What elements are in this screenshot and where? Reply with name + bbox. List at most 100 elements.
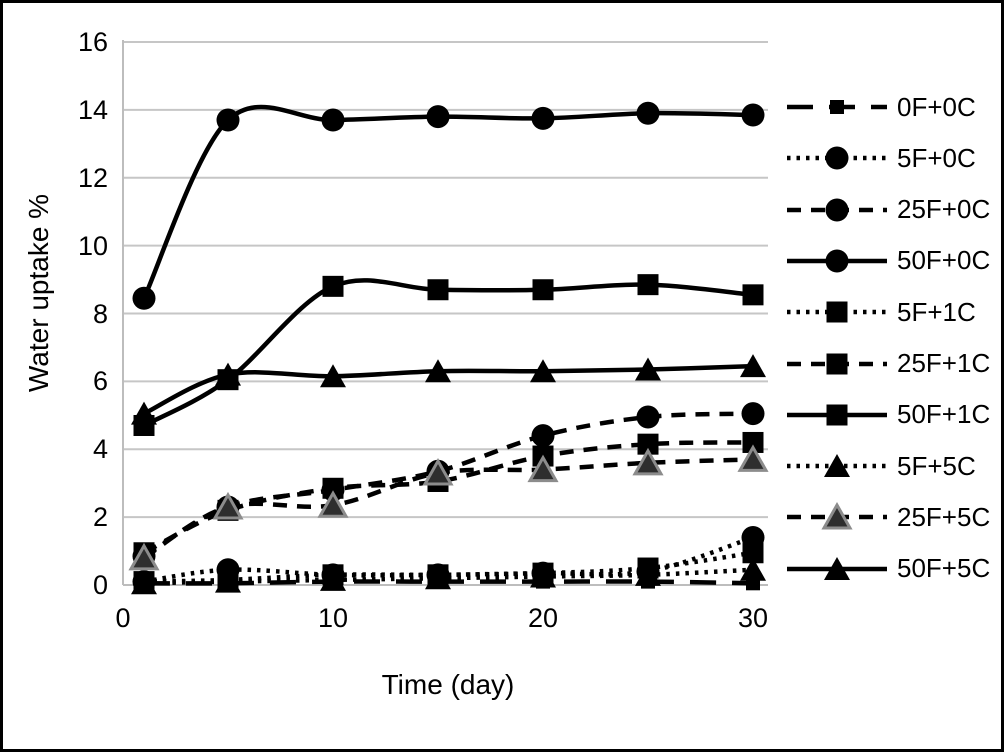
legend-key-solid-triangle [787, 556, 887, 580]
marker-circle [741, 402, 765, 426]
marker-square [826, 301, 848, 323]
marker-triangle [824, 454, 850, 478]
marker-circle [426, 105, 450, 129]
x-tick-label: 20 [527, 603, 559, 633]
y-tick-label: 6 [92, 366, 108, 397]
marker-triangle-gray [737, 444, 769, 472]
marker-square [742, 542, 764, 564]
x-axis-title: Time (day) [381, 669, 515, 700]
marker-circle [531, 424, 555, 448]
x-tick-label: 10 [317, 603, 349, 633]
series-line-50F+1C [142, 278, 754, 428]
marker-square [742, 284, 764, 306]
marker-square-small [830, 100, 844, 114]
legend-label: 50F+5C [897, 553, 991, 584]
marker-square [637, 433, 659, 455]
legend-key-dashed-square [787, 353, 887, 374]
legend-item-50F+0C: 50F+0C [785, 243, 990, 279]
legend-key-solid-circle [787, 249, 887, 273]
marker-triangle-gray [128, 542, 160, 571]
marker-circle [741, 103, 765, 127]
marker-triangle [320, 567, 346, 591]
legend-label: 25F+0C [897, 194, 991, 225]
marker-triangle-gray [527, 454, 559, 483]
marker-triangle [131, 571, 157, 595]
legend-key-solid-square [787, 404, 887, 426]
legend-label: 25F+1C [897, 348, 991, 378]
plot-area [122, 40, 769, 595]
legend-item-25F+1C: 25F+1C [785, 346, 990, 382]
marker-triangle [425, 359, 451, 383]
y-axis-title: Water uptake % [23, 193, 54, 393]
marker-triangle [320, 364, 346, 388]
marker-triangle [824, 556, 850, 580]
marker-circle [216, 108, 240, 132]
legend-label: 5F+1C [897, 296, 976, 327]
marker-square [742, 431, 764, 453]
legend-label: 5F+5C [897, 450, 976, 481]
marker-circle [321, 108, 345, 132]
marker-circle [825, 146, 849, 170]
marker-square [427, 279, 449, 301]
legend-key-dotted-triangle [787, 454, 887, 478]
marker-triangle [530, 359, 556, 383]
legend-key-dotted-square [787, 301, 887, 323]
y-tick-label: 8 [92, 298, 108, 329]
marker-square [532, 279, 554, 301]
y-tick-label: 14 [77, 94, 108, 125]
legend-item-25F+5C: 25F+5C [785, 499, 990, 535]
marker-triangle [131, 401, 157, 425]
y-tick-label: 10 [77, 230, 108, 261]
legend-label: 25F+5C [897, 501, 991, 532]
marker-triangle-gray [632, 447, 664, 476]
marker-triangle [530, 564, 556, 588]
y-tick-label: 2 [92, 502, 108, 533]
legend-label: 50F+0C [897, 245, 991, 276]
marker-circle [531, 106, 555, 130]
marker-circle [636, 405, 660, 429]
marker-triangle [635, 357, 661, 381]
series-line-25F+1C [142, 440, 754, 555]
legend-label: 50F+1C [897, 399, 991, 430]
y-tick-label: 16 [77, 27, 108, 57]
marker-triangle-gray [422, 457, 454, 486]
marker-triangle-gray [317, 490, 349, 518]
marker-square [322, 275, 344, 297]
legend-key-long-dash-square-small [787, 100, 887, 114]
marker-triangle [215, 569, 241, 593]
marker-triangle-gray [212, 491, 244, 520]
marker-triangle [215, 362, 241, 386]
marker-triangle [740, 557, 766, 581]
marker-circle [825, 198, 849, 222]
legend-key-dotted-circle [787, 146, 887, 170]
legend-item-25F+0C: 25F+0C [785, 192, 990, 228]
y-tick-label: 4 [92, 434, 108, 465]
marker-circle [132, 286, 156, 310]
legend-item-5F+5C: 5F+5C [785, 448, 976, 484]
y-tick-label: 0 [92, 570, 108, 600]
legend-item-50F+5C: 50F+5C [785, 551, 990, 587]
legend-label: 5F+0C [897, 142, 976, 173]
x-tick-label: 30 [737, 603, 769, 633]
marker-circle [825, 249, 849, 273]
marker-square [826, 404, 848, 426]
legend-item-50F+1C: 50F+1C [785, 397, 990, 433]
x-tick-label: 0 [115, 603, 131, 633]
series-line-50F+0C [141, 104, 754, 300]
legend-label: 0F+0C [897, 91, 976, 122]
marker-circle [636, 101, 660, 125]
legend-key-dashed-triangle-gray [787, 502, 887, 530]
marker-triangle [635, 562, 661, 586]
legend-item-0F+0C: 0F+0C [785, 89, 976, 125]
marker-square [826, 353, 848, 374]
legend-key-dashed-circle [787, 198, 887, 222]
legend-item-5F+0C: 5F+0C [785, 140, 976, 176]
marker-triangle-gray [821, 502, 853, 530]
legend-item-5F+1C: 5F+1C [785, 294, 976, 330]
marker-square [637, 274, 659, 296]
marker-triangle [740, 354, 766, 378]
marker-square [322, 477, 344, 499]
y-tick-label: 12 [77, 162, 108, 193]
marker-triangle [425, 566, 451, 590]
